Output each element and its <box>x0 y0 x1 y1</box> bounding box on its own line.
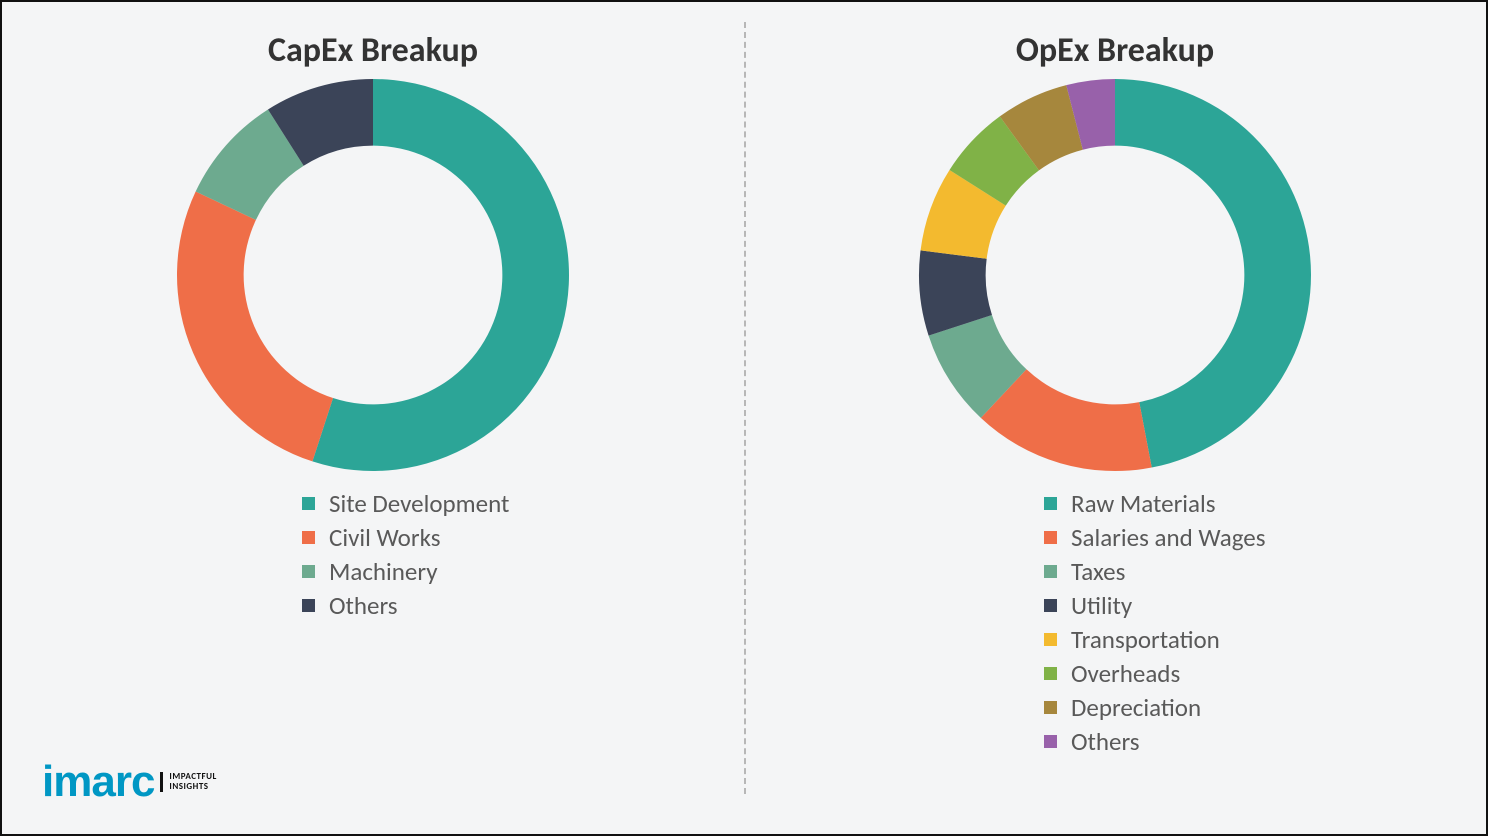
legend-item: Others <box>302 590 509 621</box>
legend-label: Site Development <box>329 488 509 519</box>
legend-swatch <box>1044 497 1057 510</box>
legend-item: Others <box>1044 726 1266 757</box>
brand-wordmark: imarc <box>42 760 154 804</box>
legend-label: Overheads <box>1071 658 1180 689</box>
capex-legend: Site DevelopmentCivil WorksMachineryOthe… <box>302 485 509 624</box>
legend-label: Others <box>329 590 398 621</box>
legend-label: Transportation <box>1071 624 1220 655</box>
legend-swatch <box>1044 667 1057 680</box>
legend-swatch <box>302 565 315 578</box>
legend-item: Machinery <box>302 556 509 587</box>
legend-item: Civil Works <box>302 522 509 553</box>
legend-swatch <box>302 497 315 510</box>
legend-item: Raw Materials <box>1044 488 1266 519</box>
legend-swatch <box>1044 599 1057 612</box>
legend-item: Depreciation <box>1044 692 1266 723</box>
legend-swatch <box>302 531 315 544</box>
donut-slice <box>1115 79 1311 468</box>
legend-item: Utility <box>1044 590 1266 621</box>
brand-tagline: IMPACTFUL INSIGHTS <box>160 772 216 792</box>
legend-label: Others <box>1071 726 1140 757</box>
capex-title: CapEx Breakup <box>268 30 478 71</box>
legend-swatch <box>1044 565 1057 578</box>
legend-swatch <box>302 599 315 612</box>
brand-tagline-line2: INSIGHTS <box>169 781 208 792</box>
legend-item: Site Development <box>302 488 509 519</box>
legend-label: Depreciation <box>1071 692 1201 723</box>
opex-donut <box>915 75 1315 475</box>
legend-label: Salaries and Wages <box>1071 522 1266 553</box>
legend-label: Civil Works <box>329 522 441 553</box>
legend-swatch <box>1044 531 1057 544</box>
legend-item: Salaries and Wages <box>1044 522 1266 553</box>
legend-item: Transportation <box>1044 624 1266 655</box>
legend-label: Utility <box>1071 590 1132 621</box>
legend-swatch <box>1044 633 1057 646</box>
legend-label: Machinery <box>329 556 438 587</box>
donut-slice <box>177 192 333 462</box>
brand-logo-block: imarc IMPACTFUL INSIGHTS <box>42 760 217 804</box>
legend-item: Taxes <box>1044 556 1266 587</box>
legend-item: Overheads <box>1044 658 1266 689</box>
legend-swatch <box>1044 735 1057 748</box>
vertical-divider <box>744 22 746 794</box>
opex-legend: Raw MaterialsSalaries and WagesTaxesUtil… <box>1044 485 1266 760</box>
panels: CapEx Breakup Site DevelopmentCivil Work… <box>2 2 1486 834</box>
opex-title: OpEx Breakup <box>1016 30 1214 71</box>
legend-label: Taxes <box>1071 556 1125 587</box>
legend-label: Raw Materials <box>1071 488 1216 519</box>
capex-panel: CapEx Breakup Site DevelopmentCivil Work… <box>2 2 744 834</box>
opex-panel: OpEx Breakup Raw MaterialsSalaries and W… <box>744 2 1486 834</box>
legend-swatch <box>1044 701 1057 714</box>
capex-donut <box>173 75 573 475</box>
